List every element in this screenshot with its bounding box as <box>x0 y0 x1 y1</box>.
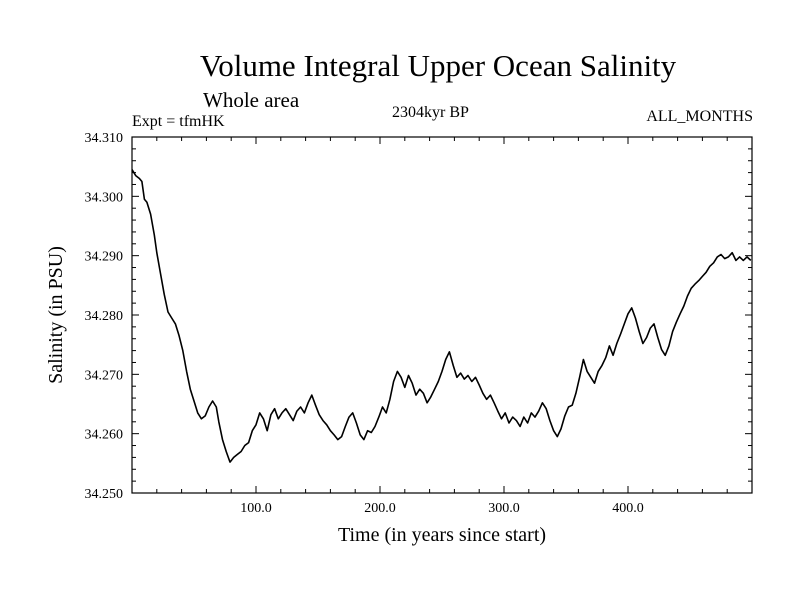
plot-frame <box>131 136 753 494</box>
y-tick-label: 34.290 <box>85 250 124 265</box>
x-tick-label: 200.0 <box>364 501 396 516</box>
y-tick-label: 34.270 <box>85 368 124 383</box>
months-label: ALL_MONTHS <box>646 108 753 125</box>
salinity-series-line <box>131 169 752 463</box>
x-tick-label: 300.0 <box>488 501 520 516</box>
period-label: 2304kyr BP <box>392 104 469 121</box>
experiment-label: Expt = tfmHK <box>132 113 225 130</box>
tick-marks <box>132 136 752 494</box>
x-tick-label: 400.0 <box>612 501 644 516</box>
y-tick-label: 34.310 <box>85 131 124 146</box>
chart-title: Volume Integral Upper Ocean Salinity <box>199 48 677 83</box>
y-axis-label: Salinity (in PSU) <box>45 246 67 384</box>
y-tick-label: 34.250 <box>85 487 124 502</box>
x-tick-labels: 100.0 200.0 300.0 400.0 <box>240 501 644 516</box>
y-tick-label: 34.260 <box>85 428 124 443</box>
y-tick-label: 34.300 <box>85 190 124 205</box>
y-tick-label: 34.280 <box>85 309 124 324</box>
x-tick-label: 100.0 <box>240 501 272 516</box>
y-tick-labels: 34.250 34.260 34.270 34.280 34.290 34.300 34.3… <box>85 131 124 502</box>
chart-subtitle: Whole area <box>203 88 300 112</box>
x-axis-label: Time (in years since start) <box>338 524 546 546</box>
